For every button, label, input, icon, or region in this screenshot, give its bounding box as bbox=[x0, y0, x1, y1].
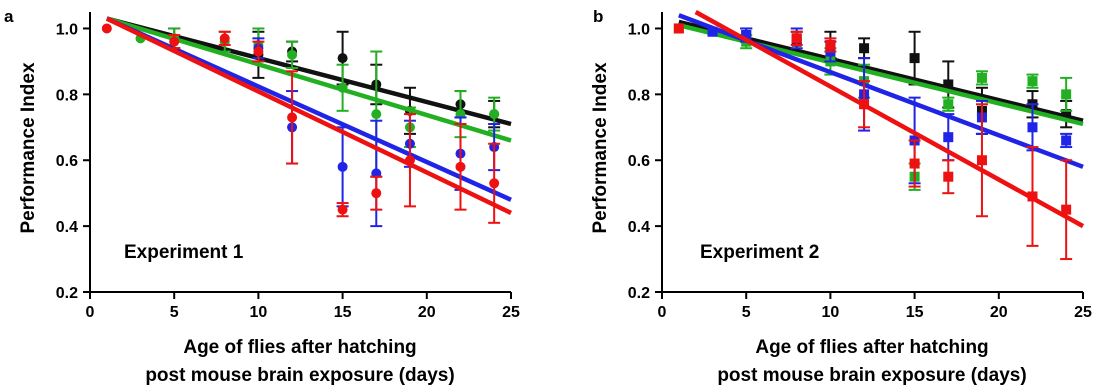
panel-b-red-data-point bbox=[791, 33, 802, 44]
panel-a-x-axis-title-line1: Age of flies after hatching bbox=[183, 337, 416, 358]
panel-a-y-tick-label: 0.4 bbox=[56, 219, 78, 236]
panel-a-y-axis-title: Performance Index bbox=[18, 62, 39, 233]
panel-b-red-data-point bbox=[673, 23, 684, 34]
panel-a-plot-area: 0 5 10 15 20 25 0.2 0.4 0.6 0.8 1.0 bbox=[56, 12, 520, 321]
panel-b-black-data-point bbox=[1061, 109, 1072, 120]
panel-b-blue-data-point bbox=[1027, 122, 1038, 133]
panel-b-y-tick-label: 0.8 bbox=[628, 87, 650, 104]
panel-a-green-data-point bbox=[287, 49, 298, 60]
panel-a-red-data-point bbox=[455, 161, 466, 172]
panel-b-y-tick-label: 0.6 bbox=[628, 153, 650, 170]
panel-b-y-tick-label: 0.2 bbox=[628, 285, 650, 302]
panel-b-blue-data-point bbox=[707, 26, 718, 37]
panel-a-x-tick-label: 20 bbox=[418, 304, 436, 321]
panel-a-red-data-point bbox=[489, 178, 500, 189]
panel-b-annotation: Experiment 2 bbox=[700, 242, 819, 263]
panel-b-letter: b bbox=[593, 7, 603, 26]
panel-a-red-fit-line bbox=[105, 16, 512, 215]
panel-a-chart: a Performance Index Age of flies after h… bbox=[4, 7, 520, 386]
panel-a-red-data-point bbox=[101, 23, 112, 34]
panel-a-red-data-point bbox=[337, 204, 348, 215]
panel-b-green-data-point bbox=[976, 72, 987, 83]
panel-b-y-tick-label: 1.0 bbox=[628, 21, 650, 38]
panel-b-chart: b Performance Index Age of flies after h… bbox=[590, 7, 1092, 386]
panel-b-x-tick-label: 0 bbox=[658, 304, 667, 321]
panel-a-y-tick-label: 1.0 bbox=[56, 21, 78, 38]
panel-a-y-tick-label: 0.8 bbox=[56, 87, 78, 104]
panel-a-green-data-point bbox=[489, 109, 500, 120]
panel-b-red-data-point bbox=[943, 171, 954, 182]
panel-a-x-axis-title-line2: post mouse brain exposure (days) bbox=[145, 365, 454, 386]
panel-a-x-tick-label: 25 bbox=[502, 304, 520, 321]
panel-b-x-axis-title-line1: Age of flies after hatching bbox=[755, 337, 988, 358]
panel-a-red-data-point bbox=[169, 36, 180, 47]
panel-b-y-tick-label: 0.4 bbox=[628, 219, 650, 236]
panel-a-x-tick-label: 0 bbox=[86, 304, 95, 321]
panel-b-x-tick-label: 25 bbox=[1074, 304, 1092, 321]
panel-b-blue-data-point bbox=[741, 30, 752, 41]
panel-a-letter: a bbox=[4, 7, 14, 26]
panel-b-green-data-point bbox=[1061, 89, 1072, 100]
panel-b-black-data-point bbox=[859, 43, 870, 54]
panel-a-y-tick-label: 0.6 bbox=[56, 153, 78, 170]
panel-a-y-tick-label: 0.2 bbox=[56, 285, 78, 302]
panel-b-plot-area: 0 5 10 15 20 25 0.2 0.4 0.6 0.8 1.0 bbox=[628, 10, 1092, 321]
panel-a-blue-data-point bbox=[337, 161, 348, 172]
panel-b-x-tick-label: 10 bbox=[822, 304, 840, 321]
panel-a-green-fit-line bbox=[106, 16, 512, 143]
panel-a-red-data-point bbox=[371, 188, 382, 199]
panel-b-blue-data-point bbox=[943, 132, 954, 143]
panel-b-x-tick-label: 20 bbox=[990, 304, 1008, 321]
panel-a-x-tick-label: 5 bbox=[170, 304, 179, 321]
panel-a-red-data-point bbox=[253, 46, 264, 57]
panel-b-x-tick-label: 15 bbox=[906, 304, 924, 321]
panel-a-annotation: Experiment 1 bbox=[124, 242, 244, 263]
panel-a-red-data-point bbox=[287, 112, 298, 123]
panel-b-red-data-point bbox=[909, 158, 920, 169]
panel-a-green-data-point bbox=[371, 109, 382, 120]
panel-b-black-data-point bbox=[909, 53, 920, 64]
panel-b-red-fit-line bbox=[694, 10, 1085, 229]
panel-b-red-data-point bbox=[825, 39, 836, 50]
panel-a-black-data-point bbox=[337, 53, 348, 64]
panel-a-red-data-point bbox=[219, 33, 230, 44]
panel-b-x-tick-label: 5 bbox=[742, 304, 751, 321]
panel-a-x-tick-label: 10 bbox=[250, 304, 268, 321]
panel-b-red-data-point bbox=[976, 155, 987, 166]
panel-b-red-data-point bbox=[1061, 204, 1072, 215]
panel-a-x-tick-label: 15 bbox=[334, 304, 352, 321]
panel-b-x-axis-title-line2: post mouse brain exposure (days) bbox=[717, 365, 1026, 386]
panel-b-green-data-point bbox=[943, 99, 954, 110]
panel-b-black-data-point bbox=[943, 79, 954, 90]
panel-b-y-axis-title: Performance Index bbox=[590, 62, 611, 233]
panel-b-green-data-point bbox=[1027, 76, 1038, 87]
panel-b-blue-data-point bbox=[1061, 135, 1072, 146]
